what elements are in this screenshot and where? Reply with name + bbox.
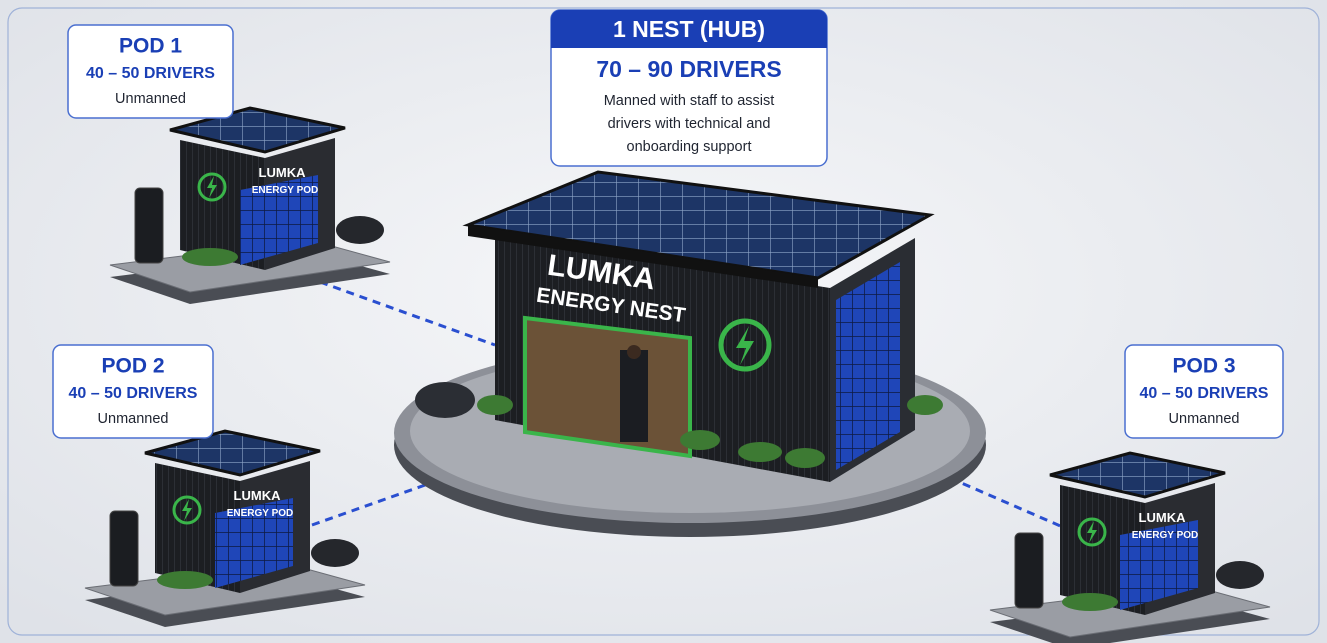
- pod-name: POD 2: [101, 355, 164, 378]
- hub-description-line: Manned with staff to assist: [604, 93, 775, 109]
- pod-drivers: 40 – 50 DRIVERS: [86, 65, 215, 82]
- pod-plants: [157, 571, 213, 589]
- pod-sign-line-1: LUMKA: [259, 165, 307, 180]
- hub-label: 1 NEST (HUB) 70 – 90 DRIVERS Manned with…: [551, 10, 827, 166]
- network-illustration: LUMKA ENERGY NEST LUMKAENERGY PODLUMKAEN…: [0, 0, 1327, 643]
- pod-status: Unmanned: [1169, 411, 1240, 427]
- pod-label: POD 2 40 – 50 DRIVERS Unmanned: [53, 345, 213, 438]
- pod-plants: [182, 248, 238, 266]
- pod-sign-line-2: ENERGY POD: [227, 508, 294, 519]
- pod-label: POD 3 40 – 50 DRIVERS Unmanned: [1125, 345, 1283, 438]
- pod-status: Unmanned: [98, 411, 169, 427]
- pod-sign-line-2: ENERGY POD: [1132, 530, 1199, 541]
- pod-name: POD 1: [119, 35, 182, 58]
- hub-title: 1 NEST (HUB): [613, 16, 765, 42]
- pod-label: POD 1 40 – 50 DRIVERS Unmanned: [68, 25, 233, 118]
- hub-drivers: 70 – 90 DRIVERS: [596, 56, 781, 82]
- hub-description-line: drivers with technical and: [608, 116, 771, 132]
- pod-drivers: 40 – 50 DRIVERS: [1140, 385, 1269, 402]
- pod-motorbike: [311, 539, 359, 567]
- pod-motorbike: [336, 216, 384, 244]
- pod-charger: [135, 188, 163, 263]
- pod-status: Unmanned: [115, 91, 186, 107]
- pod-motorbike: [1216, 561, 1264, 589]
- pod-name: POD 3: [1172, 355, 1235, 378]
- pod-drivers: 40 – 50 DRIVERS: [69, 385, 198, 402]
- pod-sign-line-2: ENERGY POD: [252, 185, 319, 196]
- pod-sign-line-1: LUMKA: [234, 488, 282, 503]
- pod-plants: [1062, 593, 1118, 611]
- pod-charger: [110, 511, 138, 586]
- hub-description-line: onboarding support: [627, 139, 752, 155]
- pod-charger: [1015, 533, 1043, 608]
- pod-sign-line-1: LUMKA: [1139, 510, 1187, 525]
- page: { "hub": { "title": "1 NEST (HUB)", "dri…: [0, 0, 1327, 643]
